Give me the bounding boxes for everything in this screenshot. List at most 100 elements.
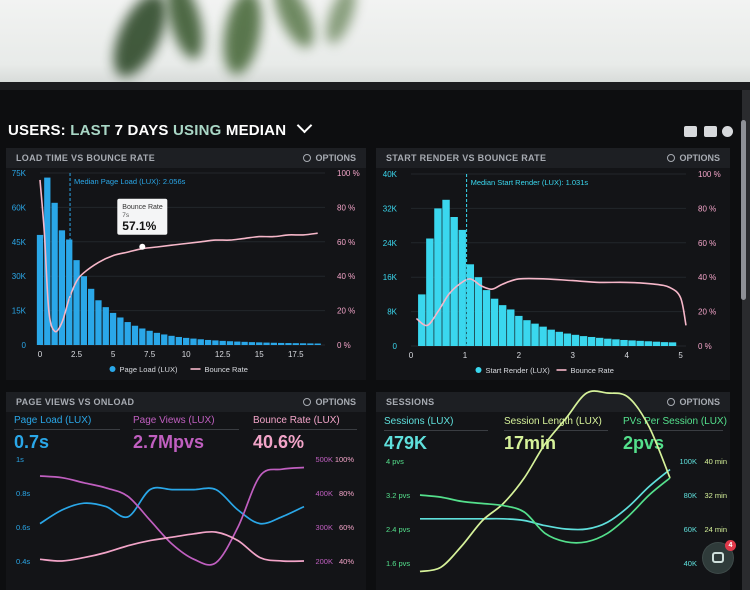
- x-tick-label: 1: [463, 351, 468, 360]
- y-tick-label: 30K: [12, 272, 27, 281]
- x-tick-label: 15: [255, 350, 264, 359]
- bar: [168, 335, 175, 345]
- bar: [58, 230, 66, 345]
- monitor-icon[interactable]: [684, 126, 697, 137]
- metric-divider: [133, 429, 239, 430]
- chat-button[interactable]: 4: [703, 540, 736, 573]
- metric-label: PVs Per Session (LUX): [623, 416, 727, 427]
- y-tick-label: 0: [22, 341, 27, 350]
- bar: [314, 343, 321, 345]
- bar: [458, 229, 466, 346]
- panel-title: PAGE VIEWS VS ONLOAD: [16, 397, 135, 407]
- bar: [660, 342, 669, 346]
- y-tick-label: 0: [393, 342, 398, 351]
- y-tick-label: 4 pvs: [386, 457, 404, 466]
- tooltip-subtitle: 7s: [122, 212, 130, 219]
- bar: [36, 234, 44, 345]
- options-button[interactable]: OPTIONS: [303, 392, 356, 412]
- bar: [418, 294, 426, 346]
- y-tick-label: 8K: [387, 308, 397, 317]
- bar: [80, 276, 87, 345]
- y3-tick-label: 40 min: [704, 457, 727, 466]
- x-tick-label: 0: [409, 351, 414, 360]
- y-tick-label: 2.4 pvs: [386, 525, 410, 534]
- bar: [596, 337, 604, 346]
- bar: [652, 341, 661, 346]
- tooltip-title: Bounce Rate: [122, 204, 163, 211]
- y2-tick-label: 200K: [315, 557, 333, 566]
- series-line: [39, 486, 305, 525]
- range-label: LAST: [70, 122, 111, 139]
- y2-tick-label: 60 %: [698, 239, 716, 248]
- legend-label: Page Load (LUX): [120, 365, 178, 374]
- bar: [555, 331, 563, 346]
- bar: [474, 277, 483, 346]
- bar: [515, 315, 523, 346]
- options-label: OPTIONS: [679, 153, 720, 163]
- help-icon[interactable]: [722, 126, 733, 137]
- y2-tick-label: 80K: [684, 491, 697, 500]
- y2-tick-label: 20 %: [337, 307, 355, 316]
- using-label: USING: [172, 122, 222, 139]
- legend-label: Start Render (LUX): [486, 366, 551, 375]
- options-label: OPTIONS: [315, 153, 356, 163]
- y-tick-label: 16K: [383, 273, 398, 282]
- sessions-panel: SESSIONS OPTIONS: [376, 392, 730, 590]
- gear-icon: [303, 154, 312, 162]
- options-button[interactable]: OPTIONS: [667, 148, 720, 168]
- aggregate-value: MEDIAN: [225, 122, 287, 139]
- bar: [612, 339, 620, 346]
- page-views-panel: PAGE VIEWS VS ONLOAD OPTIONS: [6, 392, 366, 590]
- y-tick-label: 1s: [16, 455, 24, 464]
- y2-tick-label: 80 %: [337, 203, 355, 212]
- x-tick-label: 12.5: [215, 350, 231, 359]
- y2-tick-label: 40K: [684, 559, 697, 568]
- y2-tick-label: 0 %: [698, 342, 712, 351]
- share-icon[interactable]: [704, 126, 717, 137]
- y3-tick-label: 80%: [339, 489, 354, 498]
- bar: [507, 309, 515, 346]
- x-tick-label: 0: [38, 350, 43, 359]
- bar: [434, 208, 442, 346]
- bar: [204, 339, 212, 345]
- panel-header: LOAD TIME VS BOUNCE RATE: [6, 148, 366, 168]
- bar: [139, 328, 146, 345]
- bar: [109, 312, 117, 345]
- y2-tick-label: 0 %: [337, 341, 351, 350]
- bar: [44, 177, 51, 345]
- bar: [153, 332, 161, 345]
- bar: [299, 343, 307, 345]
- y2-tick-label: 100 %: [698, 170, 721, 179]
- bar: [241, 341, 248, 345]
- bar: [88, 288, 95, 345]
- page-title[interactable]: USERS: LAST 7 DAYS USING MEDIAN: [8, 117, 312, 139]
- y2-tick-label: 40 %: [698, 273, 716, 282]
- bar: [523, 320, 531, 346]
- options-label: OPTIONS: [679, 397, 720, 407]
- median-label: Median Start Render (LUX): 1.031s: [471, 178, 589, 187]
- metric-divider: [623, 430, 723, 431]
- bar: [146, 330, 153, 345]
- bar: [285, 343, 292, 345]
- metric-divider: [253, 429, 357, 430]
- panel-header: SESSIONS: [376, 392, 730, 412]
- series-line: [39, 466, 305, 566]
- scrollbar-thumb[interactable]: [741, 120, 746, 300]
- y-tick-label: 0.6s: [16, 523, 30, 532]
- metric-label: Sessions (LUX): [384, 416, 454, 427]
- bar: [628, 340, 636, 346]
- bar: [212, 340, 219, 345]
- monitor-edge: [742, 90, 750, 590]
- bar: [124, 322, 131, 345]
- panel-header: START RENDER VS BOUNCE RATE: [376, 148, 730, 168]
- y-tick-label: 75K: [12, 169, 27, 178]
- options-button[interactable]: OPTIONS: [303, 148, 356, 168]
- options-button[interactable]: OPTIONS: [667, 392, 720, 412]
- y-tick-label: 0.8s: [16, 489, 30, 498]
- bar: [248, 342, 256, 345]
- bar: [263, 342, 270, 345]
- bar: [102, 307, 109, 345]
- x-tick-label: 3: [571, 351, 576, 360]
